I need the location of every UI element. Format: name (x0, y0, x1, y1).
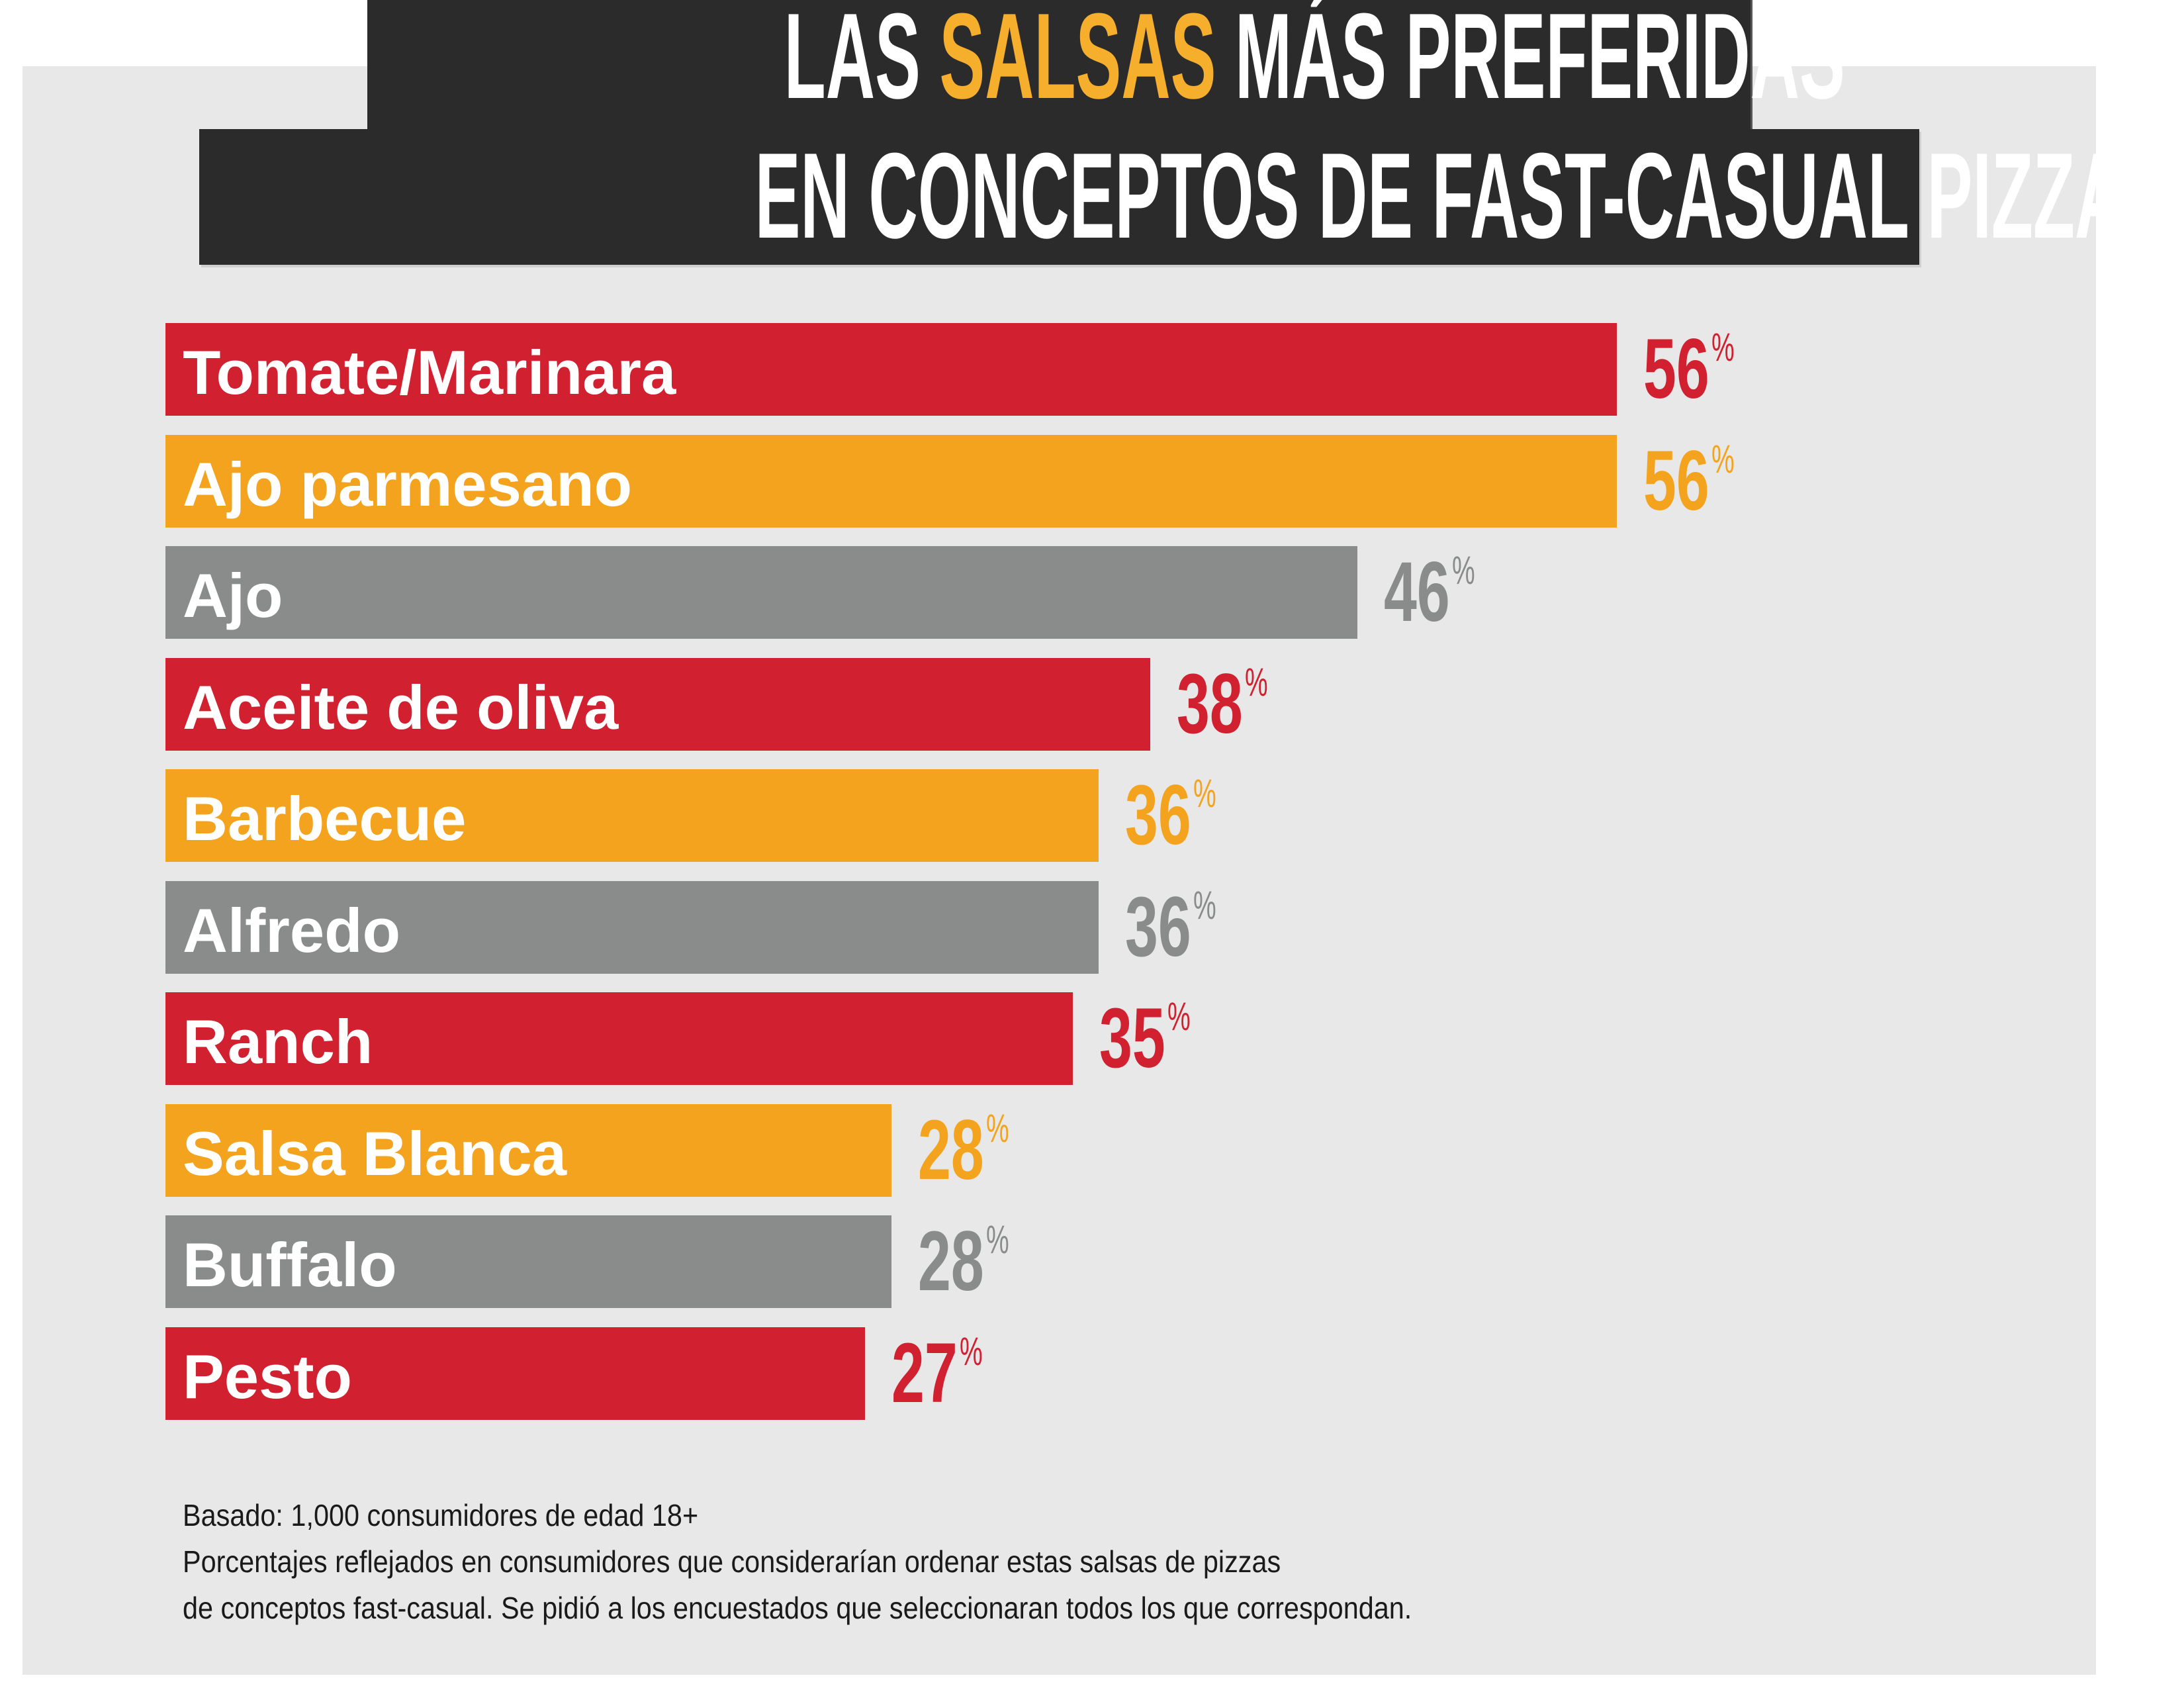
value-label: 38% (1177, 656, 1271, 751)
bar: Alfredo (165, 880, 1099, 974)
bar-label: Ajo parmesano (183, 449, 633, 519)
value-label: 46% (1384, 546, 1478, 639)
title-line-2-text: EN CONCEPTOS DE FAST-CASUAL PIZZAS (754, 127, 2170, 263)
percent-sign: % (1711, 436, 1735, 481)
value-label: 36% (1125, 769, 1219, 862)
title-box-bottom: EN CONCEPTOS DE FAST-CASUAL PIZZAS (199, 129, 2169, 265)
bar-label: Ranch (183, 1007, 373, 1076)
title-suffix: MÁS PREFERIDAS (1216, 0, 1845, 124)
title-line-1: LAS SALSAS MÁS PREFERIDAS (367, 0, 1845, 117)
value-label: 36% (1124, 879, 1219, 974)
bar-label: Buffalo (183, 1230, 397, 1299)
percent-sign: % (985, 1217, 1009, 1262)
bar: Ajo parmesano (165, 434, 1617, 528)
value-label: 28% (917, 1102, 1012, 1197)
value-number: 28 (917, 1102, 984, 1197)
value-number: 36 (1124, 768, 1191, 863)
bar: Aceite de oliva (165, 657, 1151, 751)
bar-label: Alfredo (183, 895, 400, 965)
bar-label: Ajo (183, 561, 283, 630)
percent-sign: % (1193, 771, 1216, 816)
footnote-line-1: Basado: 1,000 consumidores de edad 18+ (183, 1498, 699, 1532)
percent-sign: % (985, 1105, 1009, 1150)
bar: Ajo (165, 546, 1358, 639)
value-label: 28% (918, 1215, 1012, 1308)
bar-label: Salsa Blanca (183, 1118, 567, 1188)
value-number: 36 (1124, 879, 1191, 974)
chart-panel (23, 66, 2096, 1675)
footnote-line-2: Porcentajes reflejados en consumidores q… (183, 1544, 1281, 1579)
bar: Tomate/Marinara (165, 323, 1617, 416)
value-label: 35% (1099, 992, 1193, 1085)
value-label: 56% (1643, 323, 1737, 416)
value-number: 56 (1643, 322, 1709, 416)
bar-label: Tomate/Marinara (183, 338, 676, 407)
value-label: 56% (1643, 433, 1737, 528)
bar: Pesto (165, 1327, 866, 1420)
bar: Buffalo (165, 1215, 891, 1308)
value-number: 56 (1643, 433, 1709, 528)
bar-label: Barbecue (183, 784, 467, 853)
value-number: 35 (1099, 991, 1165, 1086)
bar: Barbecue (165, 769, 1099, 862)
value-number: 27 (891, 1325, 958, 1421)
percent-sign: % (1452, 548, 1476, 592)
value-label: 27% (891, 1327, 985, 1420)
percent-sign: % (1167, 994, 1191, 1039)
bar-label: Aceite de oliva (183, 672, 619, 742)
bar: Ranch (165, 992, 1073, 1085)
value-number: 46 (1384, 545, 1451, 639)
percent-sign: % (1193, 882, 1216, 927)
title-highlight: SALSAS (939, 0, 1216, 124)
value-number: 28 (917, 1214, 984, 1309)
percent-sign: % (1711, 325, 1735, 369)
title-prefix: LAS (784, 0, 940, 124)
percent-sign: % (1245, 659, 1268, 704)
value-number: 38 (1177, 656, 1243, 751)
bar-label: Pesto (183, 1341, 352, 1411)
bar: Salsa Blanca (165, 1103, 891, 1197)
title-line-2: EN CONCEPTOS DE FAST-CASUAL PIZZAS (199, 134, 2169, 256)
percent-sign: % (960, 1329, 983, 1374)
footnote-line-3: de conceptos fast-casual. Se pidió a los… (183, 1591, 1412, 1625)
title-box-top: LAS SALSAS MÁS PREFERIDAS (367, 0, 1845, 129)
